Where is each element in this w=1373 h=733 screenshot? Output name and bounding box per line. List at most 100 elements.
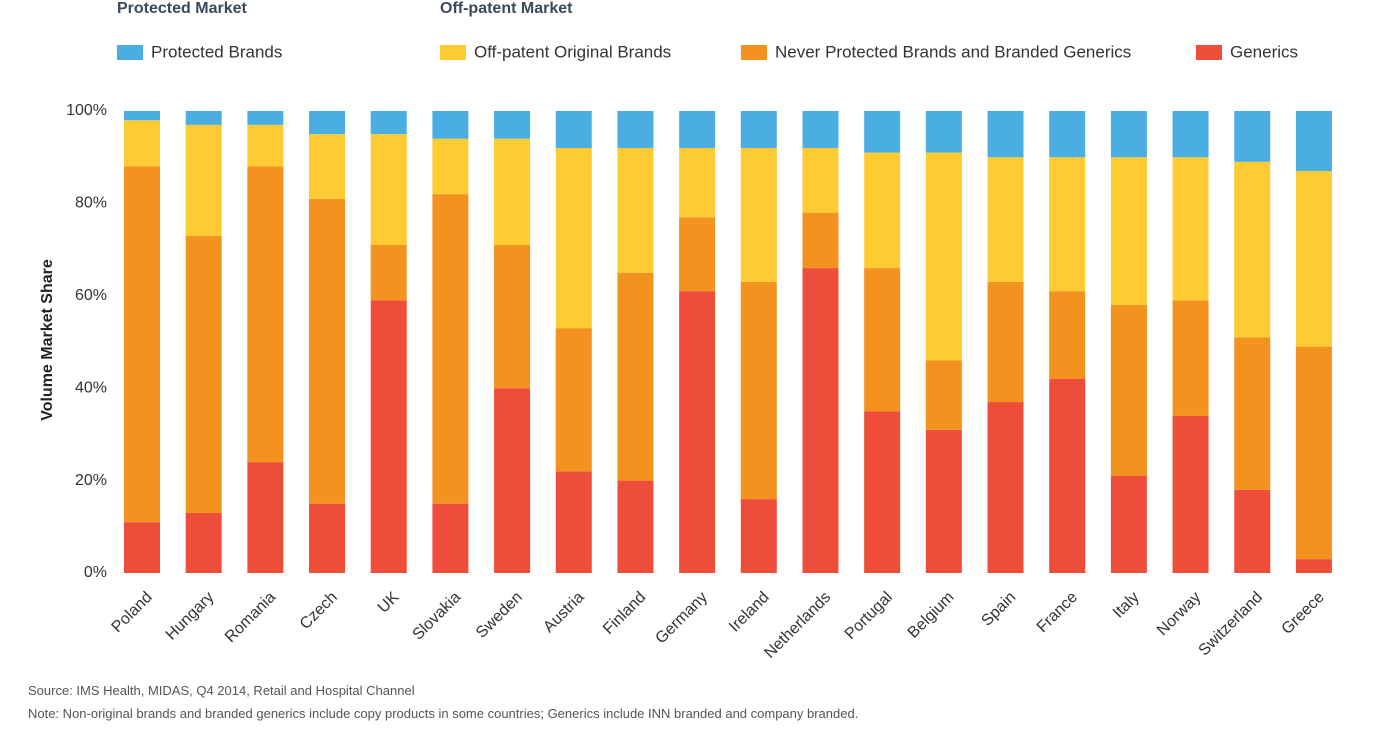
bar-segment — [494, 138, 531, 245]
bar-segment — [925, 360, 962, 430]
bar-segment — [679, 147, 716, 218]
legend-label: Off-patent Original Brands — [474, 42, 671, 61]
bar-segment — [432, 138, 469, 195]
bar-segment — [432, 503, 469, 573]
bar-segment — [370, 300, 407, 573]
bar-segment — [802, 147, 839, 213]
legend-label: Never Protected Brands and Branded Gener… — [775, 42, 1131, 61]
bar-segment — [740, 499, 777, 573]
bar-segment — [555, 471, 592, 573]
bar-segment — [1110, 111, 1147, 158]
bar-segment — [309, 111, 346, 135]
bar-segment — [1172, 157, 1209, 301]
legend-swatch — [117, 45, 143, 60]
bar-segment — [987, 402, 1024, 573]
bar-segment — [617, 480, 654, 573]
bar-segment — [617, 272, 654, 481]
bar-segment — [1295, 171, 1332, 347]
bar-segment — [864, 268, 901, 412]
bar-segment — [494, 388, 531, 573]
x-tick-label: Hungary — [163, 589, 218, 644]
y-tick-label: 100% — [66, 102, 107, 119]
bar-segment — [555, 328, 592, 472]
y-tick-label: 80% — [75, 195, 107, 212]
bar-segment — [802, 212, 839, 269]
bar-segment — [185, 124, 222, 236]
bar-segment — [309, 198, 346, 504]
bar-segment — [555, 147, 592, 329]
bar-segment — [370, 111, 407, 135]
bar-segment — [1110, 305, 1147, 476]
bar-segment — [925, 111, 962, 153]
bar-segment — [1172, 111, 1209, 158]
legend-label: Protected Brands — [151, 42, 282, 61]
y-axis-label: Volume Market Share — [39, 259, 56, 421]
bar-segment — [1110, 475, 1147, 573]
x-tick-label: UK — [375, 589, 403, 617]
bar-segment — [802, 111, 839, 148]
bar-segment — [309, 134, 346, 199]
bar-segment — [1049, 291, 1086, 379]
x-tick-label: Sweden — [473, 589, 526, 642]
bar-segment — [247, 124, 284, 167]
bar-segment — [925, 152, 962, 361]
x-tick-label: Germany — [652, 589, 711, 648]
bar-segment — [802, 268, 839, 573]
bar-segment — [1049, 378, 1086, 573]
bar-segment — [740, 281, 777, 500]
bar-segment — [1110, 157, 1147, 306]
source: Source: IMS Health, MIDAS, Q4 2014, Reta… — [28, 683, 415, 698]
bar-segment — [124, 120, 160, 167]
bar-segment — [124, 111, 160, 121]
bar-segment — [1172, 300, 1209, 416]
bar-segment — [432, 111, 469, 139]
bar-segment — [1049, 111, 1086, 158]
x-tick-label: Spain — [978, 589, 1019, 630]
bar-segment — [987, 157, 1024, 282]
bar-segment — [864, 152, 901, 269]
bar-segment — [679, 291, 716, 573]
x-tick-label: Switzerland — [1196, 589, 1267, 660]
bar-segment — [247, 111, 284, 125]
legend-swatch — [1196, 45, 1222, 60]
x-tick-label: Slovakia — [409, 589, 464, 644]
bar-segment — [309, 503, 346, 573]
bar-segment — [185, 111, 222, 125]
bar-segment — [494, 244, 531, 389]
bar-segment — [740, 111, 777, 148]
y-tick-label: 20% — [75, 472, 107, 489]
bar-segment — [185, 235, 222, 513]
bar-segment — [247, 166, 284, 463]
legend-swatch — [741, 45, 767, 60]
x-tick-label: Czech — [297, 589, 341, 633]
bar-segment — [740, 147, 777, 282]
bar-segment — [1049, 157, 1086, 292]
x-tick-label: France — [1034, 589, 1081, 636]
x-tick-label: Belgium — [905, 589, 958, 642]
bar-segment — [679, 111, 716, 148]
x-tick-label: Italy — [1110, 589, 1143, 622]
bar-segment — [1172, 415, 1209, 573]
x-tick-label: Portugal — [842, 589, 896, 643]
legend-swatch — [440, 45, 466, 60]
x-tick-label: Austria — [540, 589, 587, 636]
legend-label: Generics — [1230, 42, 1298, 61]
bar-segment — [247, 462, 284, 573]
legend-group-title: Off-patent Market — [440, 0, 573, 17]
bar-segment — [1295, 111, 1332, 172]
x-tick-label: Norway — [1154, 589, 1204, 639]
bar-segment — [432, 194, 469, 504]
bar-segment — [987, 111, 1024, 158]
bar-segment — [1295, 559, 1332, 573]
bar-segment — [925, 429, 962, 573]
bar-segment — [494, 111, 531, 139]
bar-segment — [1234, 489, 1271, 573]
bar-segment — [1295, 346, 1332, 560]
bar-segment — [370, 134, 407, 245]
legend-group-title: Protected Market — [117, 0, 247, 17]
bar-segment — [1234, 161, 1271, 338]
bar-segment — [617, 147, 654, 273]
x-tick-label: Greece — [1279, 589, 1328, 638]
bar-segment — [617, 111, 654, 148]
